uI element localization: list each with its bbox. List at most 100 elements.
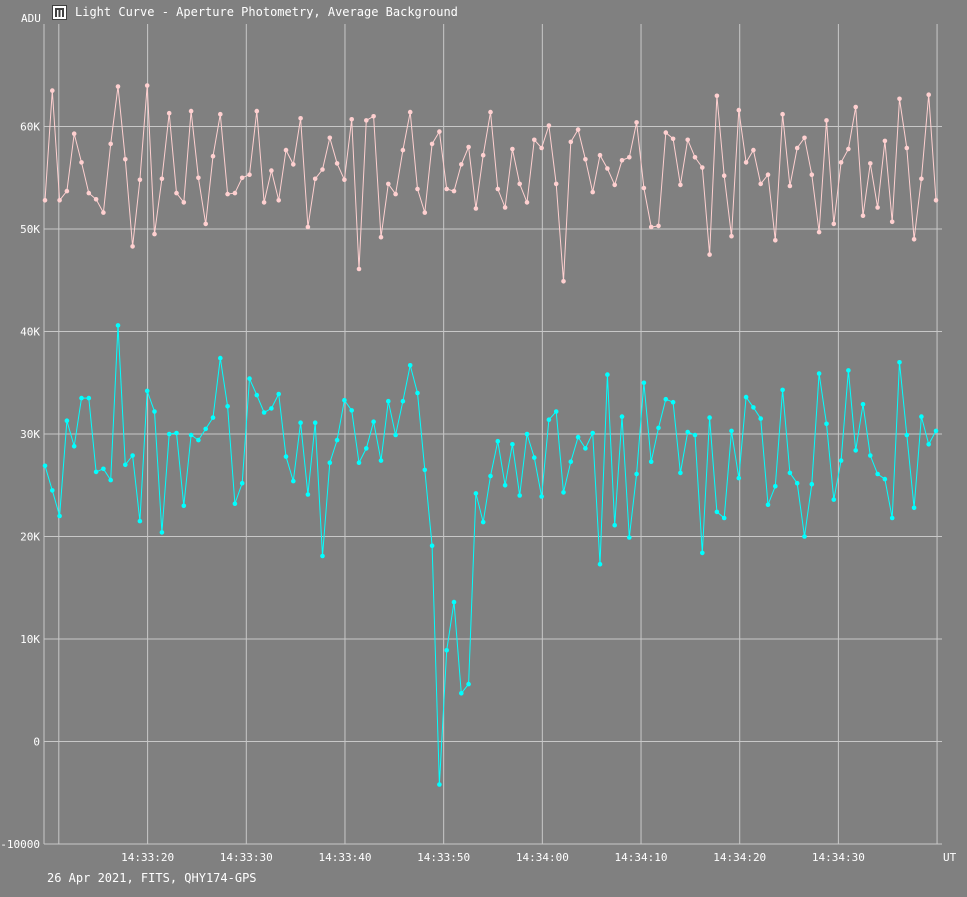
data-point — [239, 175, 245, 181]
data-point — [466, 144, 471, 150]
data-point — [210, 153, 216, 159]
data-point — [166, 431, 172, 437]
data-point — [225, 191, 230, 197]
data-point — [831, 497, 837, 502]
data-point — [386, 181, 391, 187]
data-point — [276, 198, 282, 203]
data-point — [159, 176, 165, 182]
data-point — [247, 172, 252, 177]
data-point — [692, 155, 698, 160]
data-point — [510, 146, 515, 152]
data-point — [342, 397, 347, 403]
data-point — [239, 480, 245, 486]
data-point — [334, 437, 340, 443]
data-point — [101, 466, 106, 472]
data-point — [590, 430, 595, 436]
data-point — [71, 444, 77, 449]
data-point — [152, 409, 157, 414]
data-point — [415, 186, 420, 192]
data-point — [904, 145, 910, 151]
data-point — [480, 519, 486, 525]
data-point — [495, 438, 501, 444]
light-curve-app-icon[interactable] — [52, 4, 67, 20]
data-point — [371, 419, 376, 425]
data-point — [283, 454, 289, 459]
data-point — [510, 442, 515, 447]
y-tick-label: 40K — [20, 326, 40, 339]
data-point — [444, 648, 450, 653]
data-point — [86, 190, 92, 196]
data-point — [393, 191, 398, 197]
data-point — [605, 166, 610, 171]
data-point — [889, 219, 895, 225]
data-point — [758, 416, 763, 421]
data-point — [846, 146, 851, 152]
data-point — [79, 395, 84, 401]
data-point — [312, 176, 318, 182]
data-point — [50, 88, 55, 93]
data-point — [553, 409, 559, 414]
data-point — [648, 459, 654, 465]
data-point — [882, 138, 888, 144]
data-point — [174, 190, 179, 196]
data-point — [71, 131, 77, 136]
data-point — [459, 691, 464, 696]
data-point — [634, 471, 639, 477]
y-tick-label: -10000 — [0, 838, 40, 851]
data-point — [407, 109, 413, 115]
data-point — [305, 492, 311, 497]
data-point — [911, 237, 917, 242]
data-point — [568, 459, 574, 465]
data-point — [539, 494, 544, 499]
chart-series — [42, 83, 939, 787]
data-point — [400, 147, 406, 153]
data-point — [320, 167, 325, 172]
data-point — [137, 177, 143, 183]
data-point — [298, 420, 303, 426]
data-point — [364, 446, 369, 451]
data-point — [700, 550, 705, 556]
data-point — [612, 182, 617, 188]
data-point — [218, 111, 223, 117]
data-point — [802, 135, 807, 141]
data-point — [305, 224, 311, 230]
chart-axes: ADU UT -10000 0 10K 20K 30K 40K 50K 60K 14:33:20… — [0, 12, 956, 864]
data-point — [480, 152, 486, 158]
data-point — [247, 376, 252, 381]
data-point — [517, 181, 522, 187]
x-tick-label: 14:34:10 — [615, 851, 668, 864]
data-point — [882, 476, 888, 482]
data-point — [342, 177, 347, 183]
data-point — [502, 483, 508, 488]
data-point — [568, 139, 574, 145]
data-point — [678, 470, 683, 476]
data-point — [590, 189, 595, 195]
data-point — [444, 186, 450, 192]
data-point — [261, 410, 267, 415]
data-point — [459, 162, 464, 167]
data-point — [911, 505, 917, 511]
data-point — [860, 402, 866, 407]
data-point — [875, 205, 880, 210]
data-point — [57, 198, 62, 203]
data-point — [685, 137, 690, 143]
data-point — [868, 453, 873, 458]
data-point — [919, 414, 924, 419]
data-point — [532, 455, 537, 460]
data-point — [188, 108, 194, 114]
data-point — [261, 200, 267, 205]
data-point — [181, 503, 187, 509]
chart-grid — [43, 24, 942, 845]
data-point — [787, 183, 793, 189]
data-point — [488, 473, 493, 479]
data-point — [868, 161, 873, 166]
data-point — [115, 323, 121, 328]
data-point — [64, 418, 70, 424]
data-point — [218, 355, 223, 361]
series-line — [44, 325, 937, 785]
data-point — [64, 188, 70, 194]
data-point — [612, 522, 617, 528]
y-tick-label: 60K — [20, 121, 40, 134]
data-point — [736, 107, 742, 113]
